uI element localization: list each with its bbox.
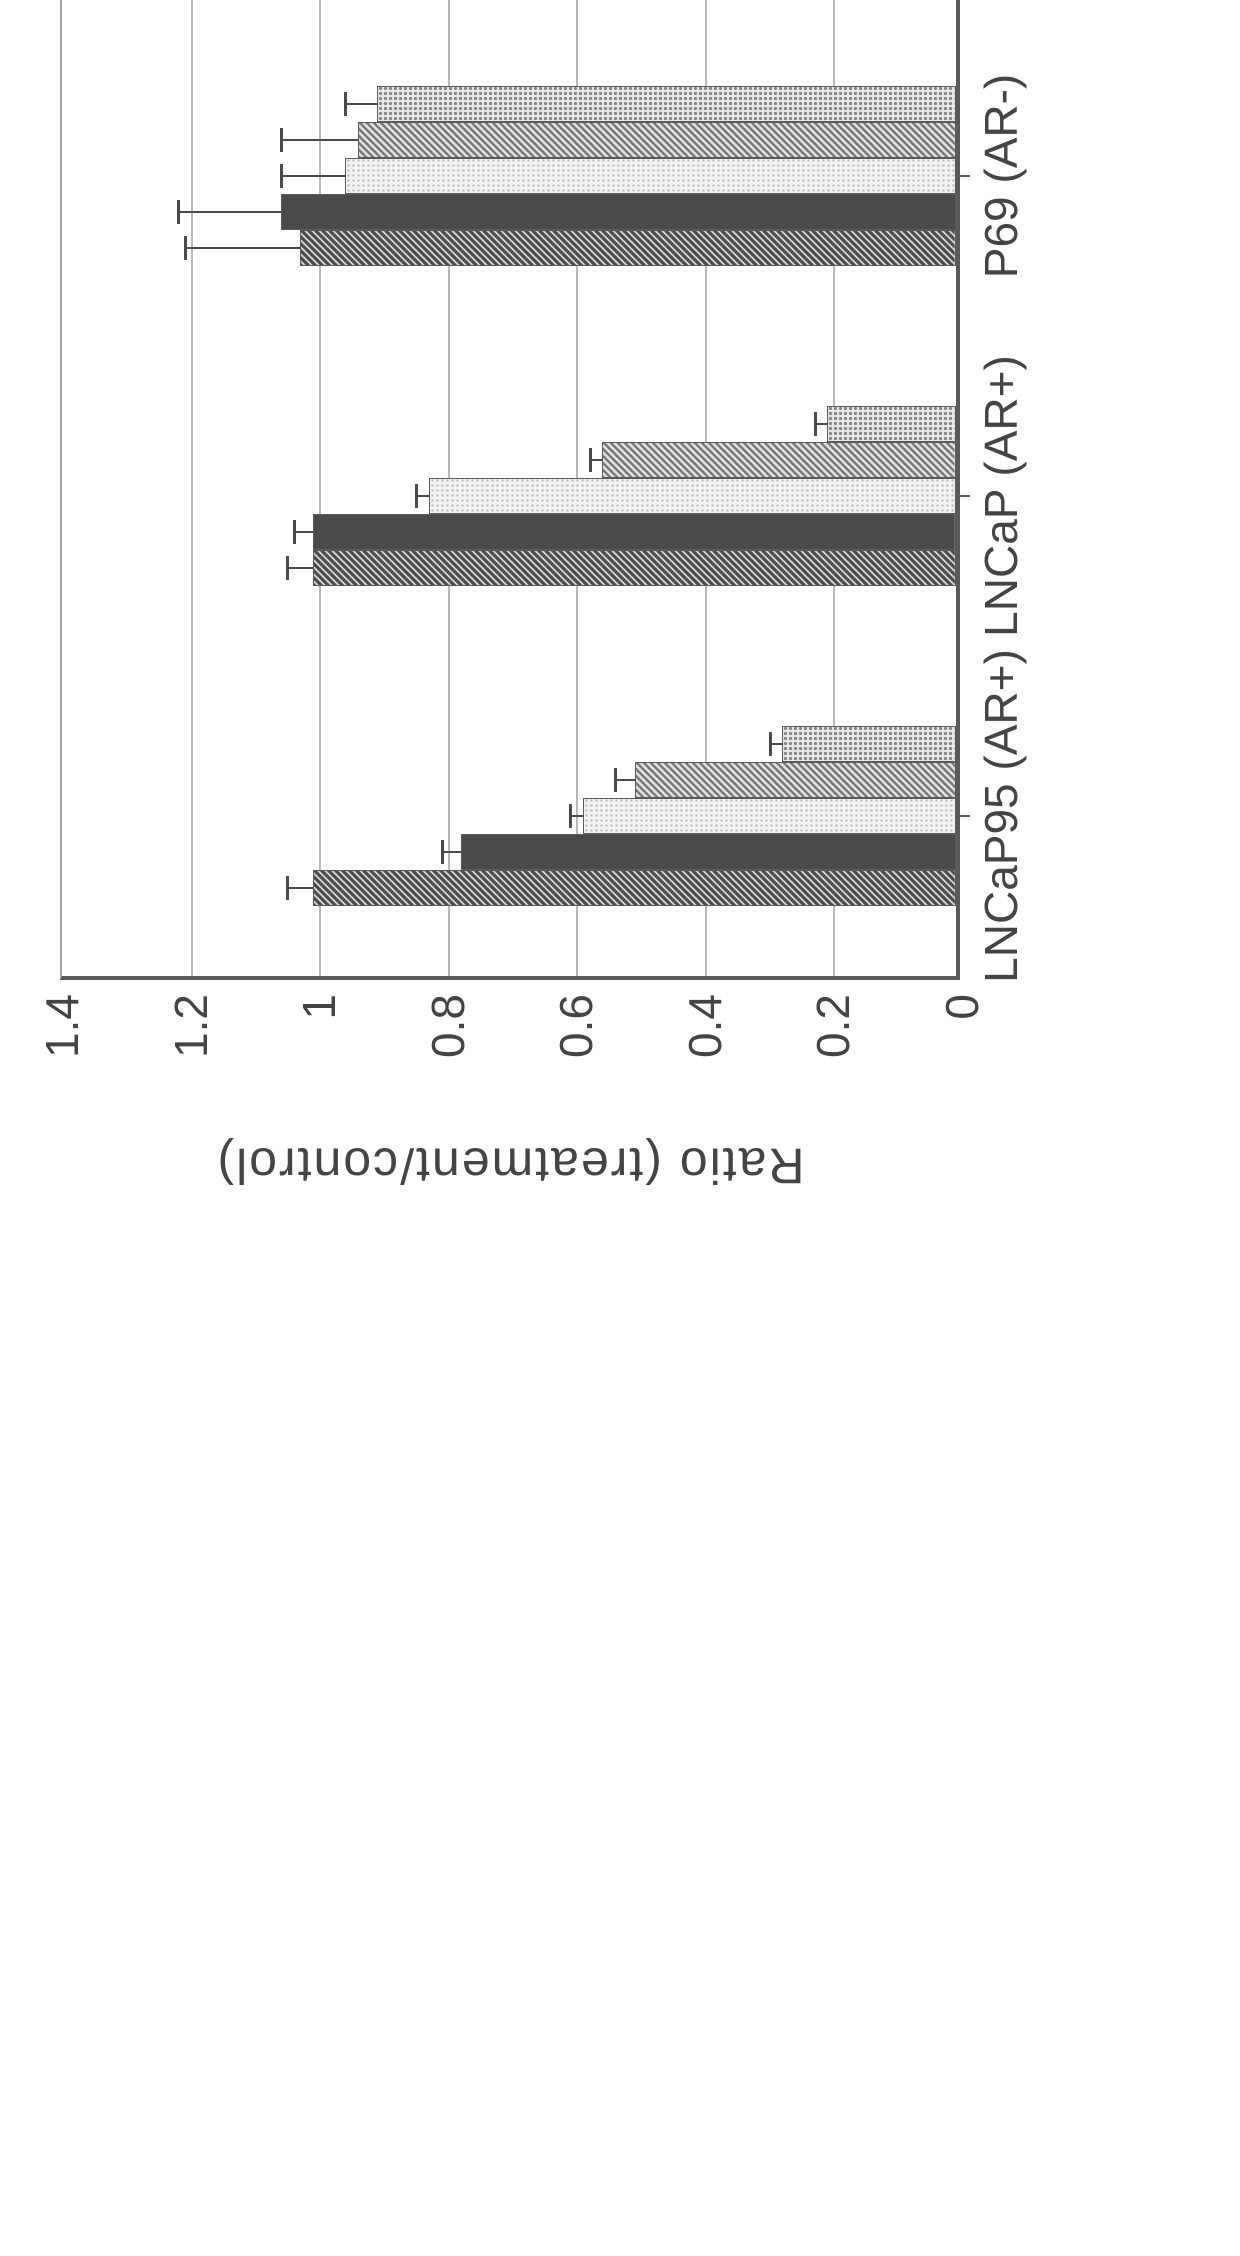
bar: [429, 478, 956, 514]
error-bar: [616, 779, 635, 781]
error-bar: [295, 531, 314, 533]
y-tick-label: 1.4: [35, 976, 89, 1058]
bar: [358, 122, 956, 158]
x-tick-label: LNCaP95 (AR+): [956, 649, 1028, 983]
error-bar: [282, 139, 359, 141]
bar: [827, 406, 956, 442]
error-bar: [417, 495, 430, 497]
error-bar: [179, 211, 282, 213]
bar: [281, 194, 956, 230]
error-bar: [288, 887, 314, 889]
y-axis-label-text: Ratio (treatment/control): [215, 1136, 804, 1194]
bar: [377, 86, 956, 122]
x-tick-label: P69 (AR-): [956, 74, 1028, 278]
error-bar: [443, 851, 462, 853]
x-tick-label: LNCaP (AR+): [956, 355, 1028, 637]
y-tick-label: 0.8: [421, 976, 475, 1058]
chart-inner: Ratio (treatment/control) 00.20.40.60.81…: [0, 0, 1240, 1240]
y-tick-label: 0.4: [678, 976, 732, 1058]
bar: [782, 726, 956, 762]
chart-container: Ratio (treatment/control) 00.20.40.60.81…: [0, 0, 1240, 1240]
bar: [602, 442, 956, 478]
bar-group: [313, 406, 956, 586]
bar: [300, 230, 956, 266]
error-bar: [771, 743, 784, 745]
bar-group: [281, 86, 956, 266]
error-bar: [186, 247, 302, 249]
error-bar: [571, 815, 584, 817]
y-axis-label: Ratio (treatment/control): [60, 1130, 960, 1200]
bar-group: [313, 726, 956, 906]
y-tick-label: 1: [292, 976, 346, 1020]
bar: [583, 798, 956, 834]
y-tick-label: 0.2: [806, 976, 860, 1058]
y-tick-label: 1.2: [164, 976, 218, 1058]
bar: [313, 514, 956, 550]
bar: [345, 158, 956, 194]
error-bar: [346, 103, 378, 105]
error-bar: [591, 459, 604, 461]
error-bar: [288, 567, 314, 569]
error-bar: [282, 175, 346, 177]
bar: [635, 762, 956, 798]
gridline: [191, 0, 193, 976]
bar: [313, 870, 956, 906]
y-tick-label: 0.6: [549, 976, 603, 1058]
plot-area: 00.20.40.60.811.21.4LNCaP95 (AR+)LNCaP (…: [60, 0, 960, 980]
error-bar: [816, 423, 829, 425]
bar: [313, 550, 956, 586]
bar: [461, 834, 956, 870]
